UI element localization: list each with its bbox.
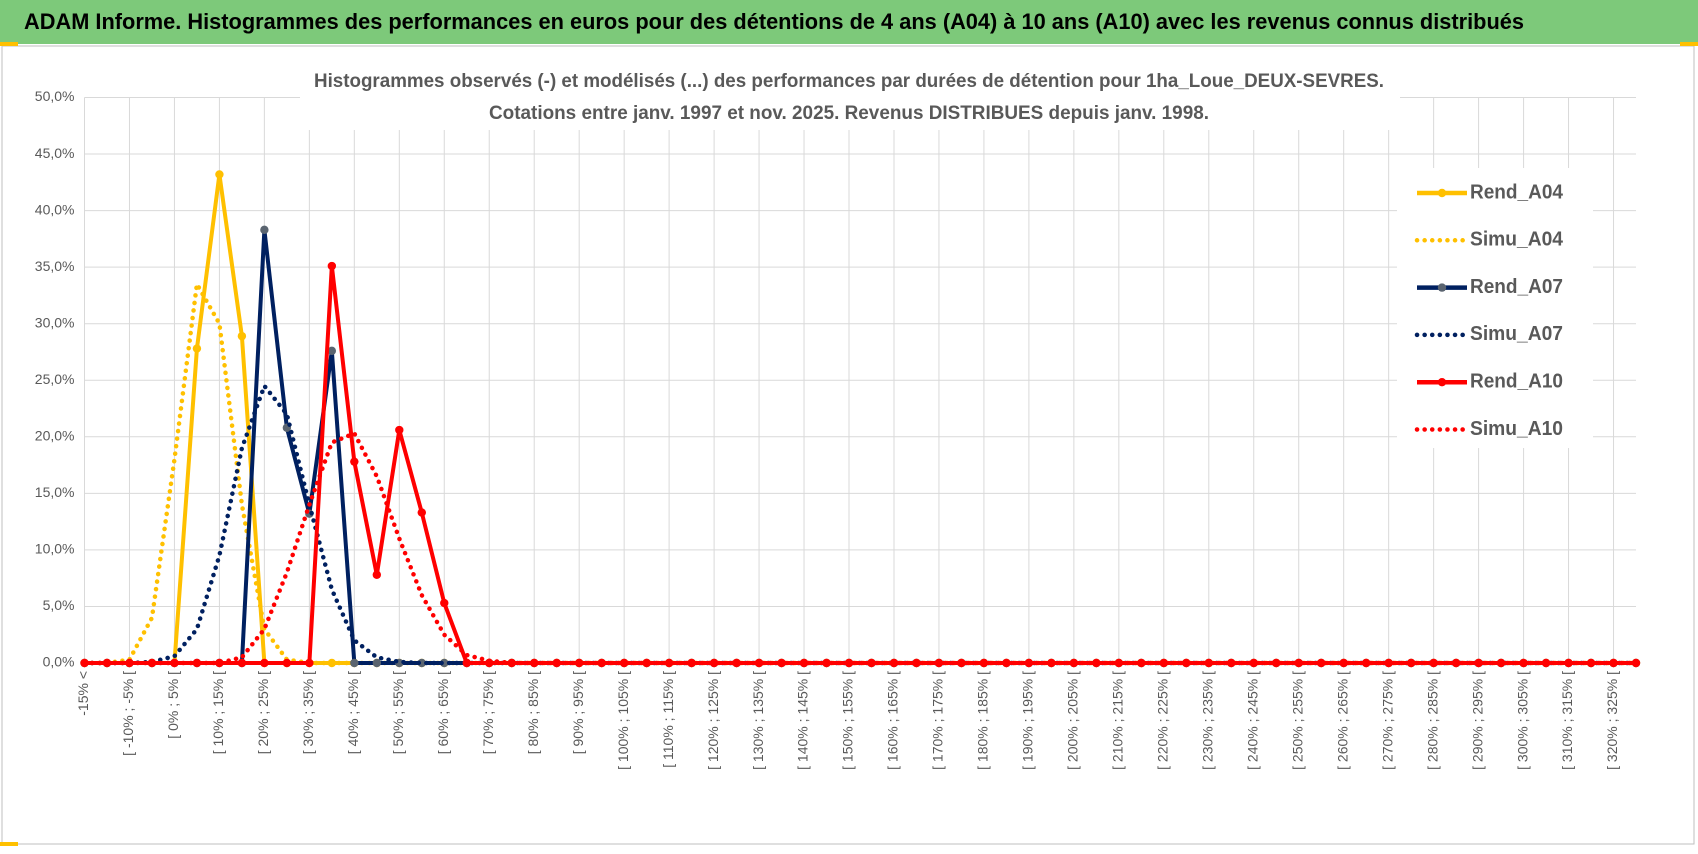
- x-tick-label: [ 130% ; 135% [: [750, 671, 766, 770]
- marker: [350, 457, 359, 466]
- corner: [0, 842, 18, 846]
- x-tick-label: [ 270% ; 275% [: [1379, 671, 1395, 770]
- marker: [777, 658, 786, 668]
- x-tick-label: [ 200% ; 205% [: [1065, 671, 1081, 770]
- x-tick-label: [ 70% ; 75% [: [480, 671, 496, 754]
- marker: [260, 225, 269, 235]
- marker: [215, 170, 224, 179]
- marker: [754, 658, 764, 668]
- marker: [1249, 658, 1258, 668]
- legend-label: Rend_A07: [1470, 276, 1563, 298]
- marker: [237, 658, 247, 668]
- marker: [372, 570, 382, 579]
- x-tick-label: [ 0% ; 5% [: [165, 671, 181, 739]
- legend-label: Rend_A10: [1470, 370, 1563, 392]
- x-tick-label: [ 300% ; 305% [: [1514, 671, 1530, 770]
- marker: [305, 658, 314, 668]
- title-background: [300, 66, 1400, 130]
- marker: [417, 508, 426, 517]
- marker: [462, 658, 471, 668]
- x-tick-label: [ 40% ; 45% [: [345, 671, 361, 754]
- header-bar: [0, 0, 1698, 44]
- marker: [799, 658, 809, 668]
- x-tick-label: [ 260% ; 265% [: [1334, 671, 1350, 770]
- marker: [327, 261, 337, 271]
- y-tick-label: 45,0%: [35, 145, 75, 161]
- series-line: [82, 431, 1639, 666]
- corner: [0, 42, 18, 46]
- marker: [1631, 658, 1641, 668]
- x-tick-label: [ 50% ; 55% [: [390, 671, 406, 754]
- x-tick-label: [ 170% ; 175% [: [930, 671, 946, 770]
- marker: [1272, 658, 1281, 668]
- marker: [350, 658, 359, 668]
- legend-box: [1397, 168, 1593, 448]
- marker: [1294, 658, 1303, 668]
- x-tick-label: [ 110% ; 115% [: [660, 671, 676, 768]
- x-tick-label: [ 210% ; 215% [: [1110, 671, 1126, 770]
- legend-label: Rend_A04: [1470, 181, 1564, 203]
- legend-marker: [1437, 283, 1447, 292]
- x-tick-label: [ 310% ; 315% [: [1559, 671, 1575, 770]
- x-tick-label: [ 220% ; 225% [: [1155, 671, 1171, 770]
- x-tick-label: [ 150% ; 155% [: [840, 671, 856, 770]
- x-tick-label: [ 280% ; 285% [: [1424, 671, 1440, 770]
- x-tick-label: [ 10% ; 15% [: [210, 671, 226, 754]
- x-tick-label: [ 80% ; 85% [: [525, 671, 541, 754]
- x-tick-label: [ 190% ; 195% [: [1020, 671, 1036, 770]
- legend-label: Simu_A07: [1470, 323, 1563, 345]
- x-tick-label: [ 30% ; 35% [: [300, 671, 316, 754]
- header-title: ADAM Informe. Histogrammes des performan…: [24, 9, 1524, 34]
- x-tick-label: [ 140% ; 145% [: [795, 671, 811, 770]
- marker: [395, 425, 404, 435]
- x-tick-label: [ 20% ; 25% [: [255, 671, 271, 754]
- y-tick-label: 25,0%: [35, 371, 75, 387]
- x-tick-label: [ 250% ; 255% [: [1289, 671, 1305, 770]
- x-tick-label: [ 290% ; 295% [: [1469, 671, 1485, 770]
- x-tick-label: [ 100% ; 105% [: [615, 671, 631, 770]
- x-tick-label: [ 60% ; 65% [: [435, 671, 451, 754]
- marker: [732, 658, 741, 668]
- y-tick-label: 30,0%: [35, 314, 75, 330]
- chart-title: Histogrammes observés (-) et modélisés (…: [314, 71, 1384, 92]
- y-tick-label: 15,0%: [35, 484, 75, 500]
- corner: [1680, 42, 1698, 46]
- marker: [260, 658, 269, 668]
- y-tick-label: 35,0%: [35, 258, 75, 274]
- legend-label: Simu_A04: [1470, 229, 1564, 251]
- y-tick-label: 0,0%: [43, 654, 75, 670]
- x-tick-label: [ 160% ; 165% [: [885, 671, 901, 770]
- marker: [1339, 658, 1348, 668]
- marker: [192, 344, 202, 353]
- chart-frame: [1, 45, 1695, 845]
- y-tick-label: 5,0%: [43, 597, 75, 613]
- x-tick-label: [ 90% ; 95% [: [570, 671, 586, 754]
- x-tick-label: [ 230% ; 235% [: [1199, 671, 1215, 770]
- y-tick-label: 20,0%: [35, 428, 75, 444]
- marker: [372, 658, 382, 668]
- y-tick-label: 10,0%: [35, 541, 75, 557]
- marker: [237, 331, 247, 341]
- y-tick-label: 50,0%: [35, 88, 75, 104]
- legend-marker: [1437, 188, 1447, 198]
- x-tick-label: -15% <: [75, 671, 91, 716]
- x-tick-label: [ 240% ; 245% [: [1244, 671, 1260, 770]
- marker: [709, 658, 719, 668]
- x-tick-label: [ -10% ; -5% [: [120, 671, 136, 756]
- y-tick-label: 40,0%: [35, 201, 75, 217]
- x-tick-label: [ 320% ; 325% [: [1604, 671, 1620, 770]
- x-tick-label: [ 180% ; 185% [: [975, 671, 991, 770]
- legend-marker: [1437, 378, 1447, 387]
- chart-title: Cotations entre janv. 1997 et nov. 2025.…: [489, 103, 1209, 124]
- marker: [1317, 658, 1326, 668]
- x-tick-label: [ 120% ; 125% [: [705, 671, 721, 770]
- marker: [440, 598, 449, 608]
- marker: [327, 346, 337, 356]
- legend-label: Simu_A10: [1470, 418, 1563, 440]
- marker: [282, 658, 292, 668]
